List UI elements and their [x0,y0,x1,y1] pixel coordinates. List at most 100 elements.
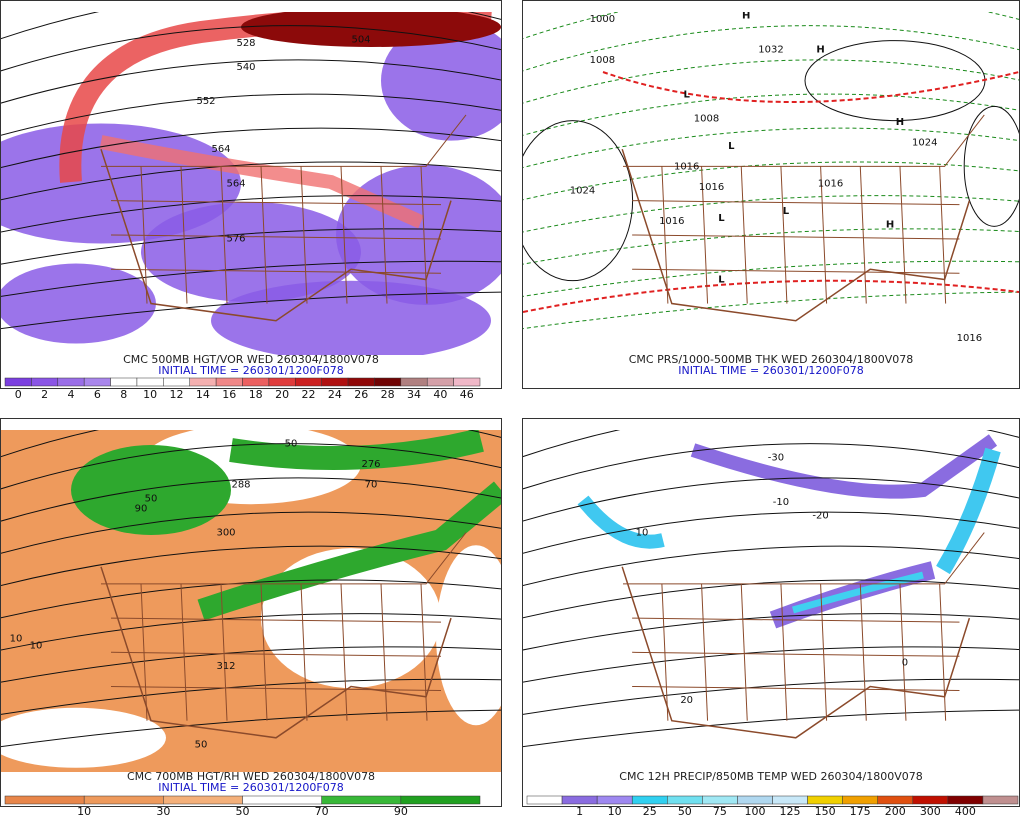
colorbar-label: 28 [381,388,395,401]
colorbar-swatch [321,377,349,387]
border [701,583,709,721]
border [300,166,308,304]
border [820,166,828,304]
border [632,234,960,240]
map-label: 300 [216,528,235,539]
colorbar-swatch [163,377,190,387]
contour [523,59,1019,104]
caption: CMC 12H PRECIP/850MB TEMP WED 260304/180… [619,770,922,783]
colorbar-label: 30 [156,805,170,818]
colorbar-swatch [83,377,111,387]
thickness-line [602,71,1019,103]
map: -10 -20 -30 10 20 0 [523,430,1019,748]
border [110,268,442,274]
contour [1,195,501,233]
map-label: H [896,117,904,128]
colorbar-label: 100 [744,805,765,818]
colorbar-label: 50 [236,805,250,818]
map-label: 312 [216,661,235,672]
contour [1,12,501,40]
map-label: 1016 [818,179,843,190]
contour [1,430,501,458]
contour [1,678,501,715]
colorbar-swatch [57,377,85,387]
thickness-line [523,279,1019,313]
colorbar-swatch [163,795,243,805]
contour [523,443,1019,490]
contour [1,613,501,651]
map-label: 528 [236,38,255,49]
map-label: 10 [30,640,43,651]
map-label: 20 [680,695,693,706]
border [260,166,268,304]
border [110,617,442,623]
contour [1,127,501,169]
map-label: 1016 [674,161,699,172]
map-label: 50 [195,740,208,751]
initial-time: INITIAL TIME = 260301/1200F078 [678,364,863,377]
caption: CMC 500MB HGT/VOR WED 260304/1800V078 [123,353,379,366]
border [621,566,971,739]
colorbar-swatch [453,377,481,387]
map: 504 528 540 552 564 564 576 [1,12,501,355]
border [110,200,442,206]
border [632,686,960,691]
panel: 1000100810321008101610161024101610241016… [522,0,1020,389]
contour [523,93,1019,136]
border [220,166,228,304]
colorbar-label: 18 [249,388,263,401]
border [632,617,960,623]
map-label: L [683,89,690,100]
map-label: 504 [351,34,370,45]
contour [1,291,501,330]
colorbar-swatch [31,377,59,387]
colorbar-label: 75 [713,805,727,818]
map-label: L [718,275,725,286]
colorbar-label: 125 [780,805,801,818]
colorbar-swatch [295,377,322,387]
colorbar-label: 2 [41,388,48,401]
border [101,532,467,585]
dry-area [1,707,166,768]
border [859,166,867,304]
contour [1,511,501,554]
map-label: 1016 [659,216,684,227]
contour [1,545,501,587]
panel: 276 288 300 312 50 50 10 10 90 70 50 CMC 700MB HGT/… [0,418,502,818]
border [899,583,907,721]
caption: CMC 700MB HGT/RH WED 260304/1800V078 [127,770,375,783]
colorbar-swatch [110,377,138,387]
colorbar-label: 8 [120,388,127,401]
precip-band [690,434,998,499]
panel: 504 528 540 552 564 564 576 CMC 500MB HGT/VOR W… [0,0,502,401]
map-label: 1024 [570,185,595,196]
map-label: 0 [902,658,908,669]
border [621,148,971,322]
border [260,583,268,721]
contour [523,228,1019,265]
map: 276 288 300 312 50 50 10 10 90 70 50 [1,430,501,772]
border [632,268,960,274]
contour [523,260,1019,297]
colorbar-label: 1 [576,805,583,818]
colorbar-swatch [242,377,270,387]
contour [523,161,1019,201]
map-label: 50 [285,439,298,450]
border [623,532,985,585]
contour [1,93,501,136]
border [780,166,788,304]
map-label: -30 [768,452,784,463]
contour [1,579,501,619]
contour [523,291,1019,330]
colorbar-label: 20 [275,388,289,401]
colorbar-swatch [737,795,773,805]
map-label: L [728,141,735,152]
vorticity-area [211,280,491,355]
border [939,583,947,721]
border [740,166,748,304]
colorbar-swatch [702,795,738,805]
border [220,583,228,721]
map-label: L [783,206,790,217]
precip-band [577,495,665,549]
